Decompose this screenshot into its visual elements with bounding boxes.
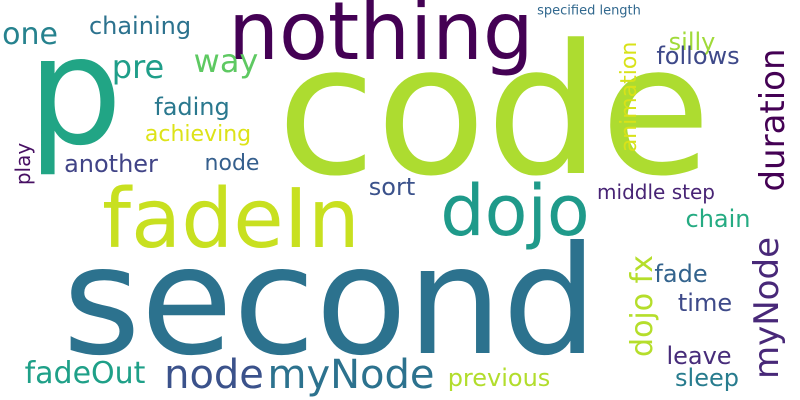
word-fadein: fadeIn bbox=[102, 172, 360, 267]
word-pre: pre bbox=[111, 48, 165, 86]
word-duration: duration bbox=[753, 48, 793, 192]
word-animation: animation bbox=[617, 41, 642, 153]
word-nothing: nothing bbox=[228, 0, 534, 78]
word-chain: chain bbox=[685, 205, 751, 233]
word-previous: previous bbox=[447, 364, 551, 392]
word-fading: fading bbox=[154, 93, 230, 121]
word-sleep: sleep bbox=[675, 364, 739, 392]
word-sort: sort bbox=[368, 173, 416, 201]
word-play: play bbox=[11, 142, 35, 186]
word-achieving: achieving bbox=[144, 122, 252, 147]
word-fade: fade bbox=[654, 260, 708, 288]
word-time: time bbox=[677, 289, 733, 317]
word-fadeout: fadeOut bbox=[24, 356, 146, 391]
word-second: second bbox=[62, 215, 598, 389]
word-dojo: dojo bbox=[440, 170, 590, 252]
word-node-small: node bbox=[204, 151, 260, 176]
word-mynode: myNode bbox=[267, 352, 435, 398]
word-leave: leave bbox=[666, 342, 732, 370]
word-specified-length: specified length bbox=[537, 3, 641, 19]
word-one: one bbox=[2, 17, 58, 52]
word-node: node bbox=[164, 352, 264, 398]
word-follows: follows bbox=[656, 42, 740, 70]
word-chaining: chaining bbox=[88, 12, 192, 40]
word-way: way bbox=[193, 42, 259, 80]
word-silly: silly bbox=[668, 28, 716, 56]
word-middle-step: middle step bbox=[597, 180, 715, 204]
word-code: code bbox=[276, 7, 712, 216]
word-another: another bbox=[64, 150, 158, 178]
word-p: p bbox=[27, 5, 123, 179]
word-mynode-vertical: myNode bbox=[747, 237, 787, 379]
